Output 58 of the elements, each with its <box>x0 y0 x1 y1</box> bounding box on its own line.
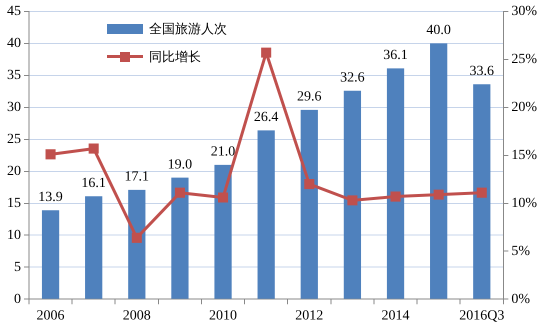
point <box>390 192 401 202</box>
data-label: 21.0 <box>210 144 236 160</box>
point <box>132 232 142 243</box>
point <box>88 144 99 154</box>
bar <box>344 90 362 299</box>
data-label: 16.1 <box>81 176 106 191</box>
point <box>304 179 314 190</box>
bar <box>214 164 232 299</box>
bar <box>258 130 275 299</box>
y2-tick-label: 0% <box>511 292 530 307</box>
y-tick-label: 0 <box>14 292 21 307</box>
x-tick-label: 2010 <box>209 308 238 324</box>
data-label: 40.0 <box>426 23 451 38</box>
y-tick-label: 5 <box>14 260 21 275</box>
y-tick-label: 20 <box>7 164 21 179</box>
data-label: 36.1 <box>383 48 408 63</box>
data-label: 17.1 <box>124 170 150 185</box>
y2-tick-label: 15% <box>511 148 538 163</box>
bar <box>128 190 146 299</box>
bar <box>42 210 60 299</box>
data-label: 26.4 <box>254 110 278 126</box>
y-tick-label: 40 <box>7 36 21 52</box>
y2-tick-label: 10% <box>511 196 538 211</box>
x-tick-label: 2012 <box>295 308 324 324</box>
bar <box>300 110 318 299</box>
point <box>261 48 272 58</box>
x-tick-label: 2008 <box>122 308 151 324</box>
bar <box>430 43 448 299</box>
data-label: 32.6 <box>340 70 365 86</box>
bar <box>171 178 189 299</box>
legend-label: 全国旅游人次 <box>149 21 227 38</box>
y2-tick-label: 30% <box>511 4 538 20</box>
x-tick-label: 2014 <box>382 308 410 324</box>
data-label: 29.6 <box>297 90 322 105</box>
x-tick-label: 2016Q3 <box>459 308 504 324</box>
y2-tick-label: 20% <box>511 100 538 116</box>
bar <box>473 84 490 299</box>
y-tick-label: 35 <box>7 68 21 84</box>
y-tick-label: 25 <box>7 132 21 147</box>
legend-label: 同比增长 <box>149 49 201 66</box>
point <box>347 195 358 206</box>
point <box>46 149 56 160</box>
x-tick-label: 2006 <box>36 308 65 324</box>
y-tick-label: 30 <box>7 100 21 116</box>
bar <box>386 68 404 299</box>
data-label: 13.9 <box>38 190 63 205</box>
y2-tick-label: 25% <box>511 52 538 68</box>
point <box>434 190 444 200</box>
y-tick-label: 10 <box>7 228 21 243</box>
y2-tick-label: 5% <box>511 244 530 259</box>
y-tick-label: 45 <box>7 4 21 20</box>
data-label: 19.0 <box>168 157 192 172</box>
data-label: 33.6 <box>470 64 494 79</box>
y-tick-label: 15 <box>7 196 21 211</box>
bar <box>85 196 102 299</box>
point <box>218 192 228 203</box>
point <box>174 188 185 198</box>
point <box>476 188 487 198</box>
